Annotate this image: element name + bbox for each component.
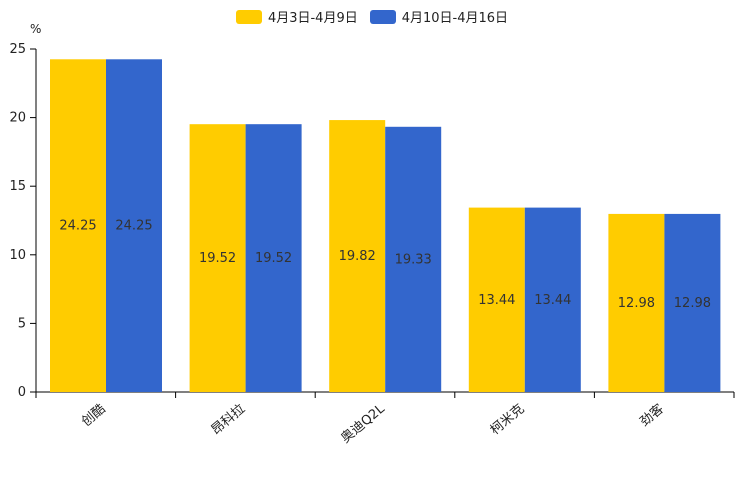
legend-item-series-1[interactable]: 4月3日-4月9日 (235, 7, 358, 26)
bar-2 (524, 207, 581, 392)
legend-item-series-2[interactable]: 4月10日-4月16日 (369, 7, 509, 26)
x-tick-label: 柯米克 (488, 402, 528, 439)
data-label: 19.52 (255, 251, 292, 266)
bar-2 (385, 126, 442, 393)
legend-swatch-series-2 (369, 9, 396, 24)
data-label: 12.98 (618, 296, 655, 311)
y-tick-label: 10 (9, 248, 26, 263)
data-label: 12.98 (674, 296, 711, 311)
x-tick-label: 昂科拉 (209, 402, 249, 439)
data-label: 24.25 (59, 219, 96, 234)
legend-swatch-series-1 (235, 9, 262, 24)
bar-2 (245, 124, 302, 392)
x-tick-label: 创酷 (79, 402, 109, 430)
x-tick-label: 劲客 (637, 401, 667, 430)
y-tick-label: 5 (18, 316, 26, 331)
bar-1 (468, 207, 525, 392)
data-label: 19.82 (339, 249, 376, 264)
bar-1 (189, 124, 246, 392)
y-tick-label: 20 (9, 111, 26, 126)
data-label: 19.52 (199, 251, 236, 266)
bar-2 (106, 59, 162, 392)
data-label: 13.44 (478, 293, 515, 308)
legend-label-series-1: 4月3日-4月9日 (267, 11, 358, 26)
data-label: 13.44 (534, 293, 571, 308)
data-label: 19.33 (395, 252, 432, 267)
bar-1 (329, 120, 386, 392)
bar-1 (50, 59, 106, 392)
bar-1 (608, 213, 665, 392)
y-tick-label: 15 (9, 179, 26, 194)
x-tick-label: 奥迪Q2L (338, 401, 388, 446)
legend: 4月3日-4月9日 4月10日-4月16日 (0, 7, 744, 26)
y-axis-unit: % (30, 22, 42, 36)
bar-2 (664, 213, 721, 392)
y-tick-label: 25 (9, 42, 26, 57)
data-label: 24.25 (115, 219, 152, 234)
legend-label-series-2: 4月10日-4月16日 (401, 11, 509, 26)
y-tick-label: 0 (18, 385, 26, 400)
